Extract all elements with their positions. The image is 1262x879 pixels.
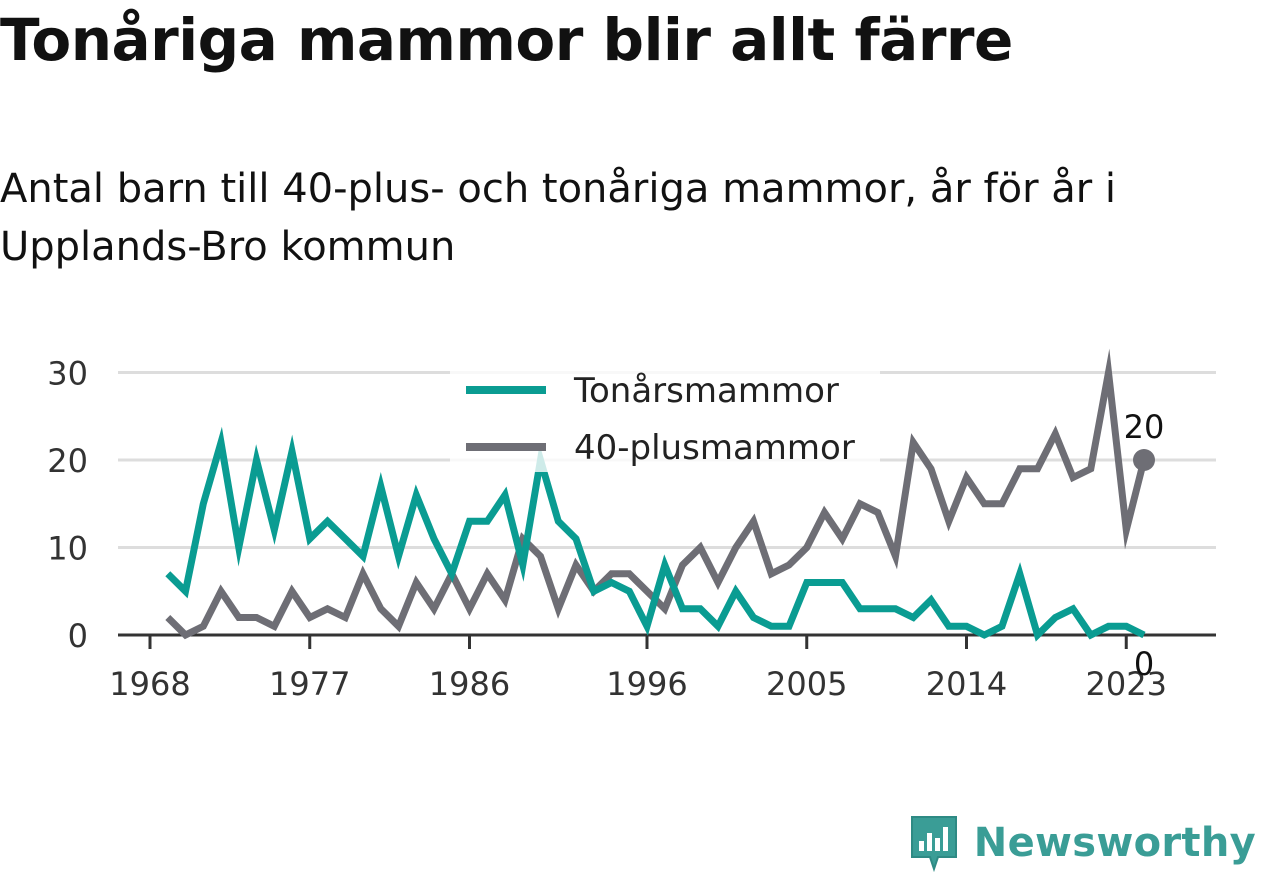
newsworthy-logo: Newsworthy xyxy=(908,813,1256,873)
x-axis: 1968 1977 1986 1996 2005 2014 2023 xyxy=(109,633,1216,703)
legend: Tonårsmammor 40-plusmammor xyxy=(450,362,880,472)
x-tick-label: 1968 xyxy=(109,665,190,703)
y-tick-label: 30 xyxy=(47,355,88,393)
legend-label-40-plusmammor: 40-plusmammor xyxy=(574,428,855,468)
legend-label-tonarsmammor: Tonårsmammor xyxy=(573,371,839,411)
y-axis-ticks: 0 10 20 30 xyxy=(47,355,88,656)
y-tick-label: 10 xyxy=(47,530,88,568)
newsworthy-logo-icon xyxy=(910,816,957,873)
end-marker-40-plusmammor xyxy=(1133,449,1155,471)
series-line-tonarsmammor xyxy=(165,426,1146,642)
x-tick-label: 1996 xyxy=(606,665,687,703)
brand-name: Newsworthy xyxy=(973,820,1256,866)
legend-background xyxy=(450,362,880,472)
x-tick-label: 1977 xyxy=(269,665,350,703)
end-label-tonarsmammor: 0 xyxy=(1134,645,1154,683)
y-tick-label: 20 xyxy=(47,442,88,480)
chart-title: Tonåriga mammor blir allt färre xyxy=(0,6,1013,74)
x-tick-label: 1986 xyxy=(429,665,510,703)
y-tick-label: 0 xyxy=(68,617,88,655)
series-lines xyxy=(165,348,1148,642)
x-tick-label: 2014 xyxy=(926,665,1007,703)
end-label-40-plusmammor: 20 xyxy=(1124,408,1165,446)
x-tick-label: 2023 xyxy=(1086,665,1167,703)
x-tick-label: 2005 xyxy=(766,665,847,703)
chart-subtitle: Antal barn till 40-plus- och tonåriga ma… xyxy=(0,166,1117,270)
end-labels: 20 0 xyxy=(1124,408,1165,683)
